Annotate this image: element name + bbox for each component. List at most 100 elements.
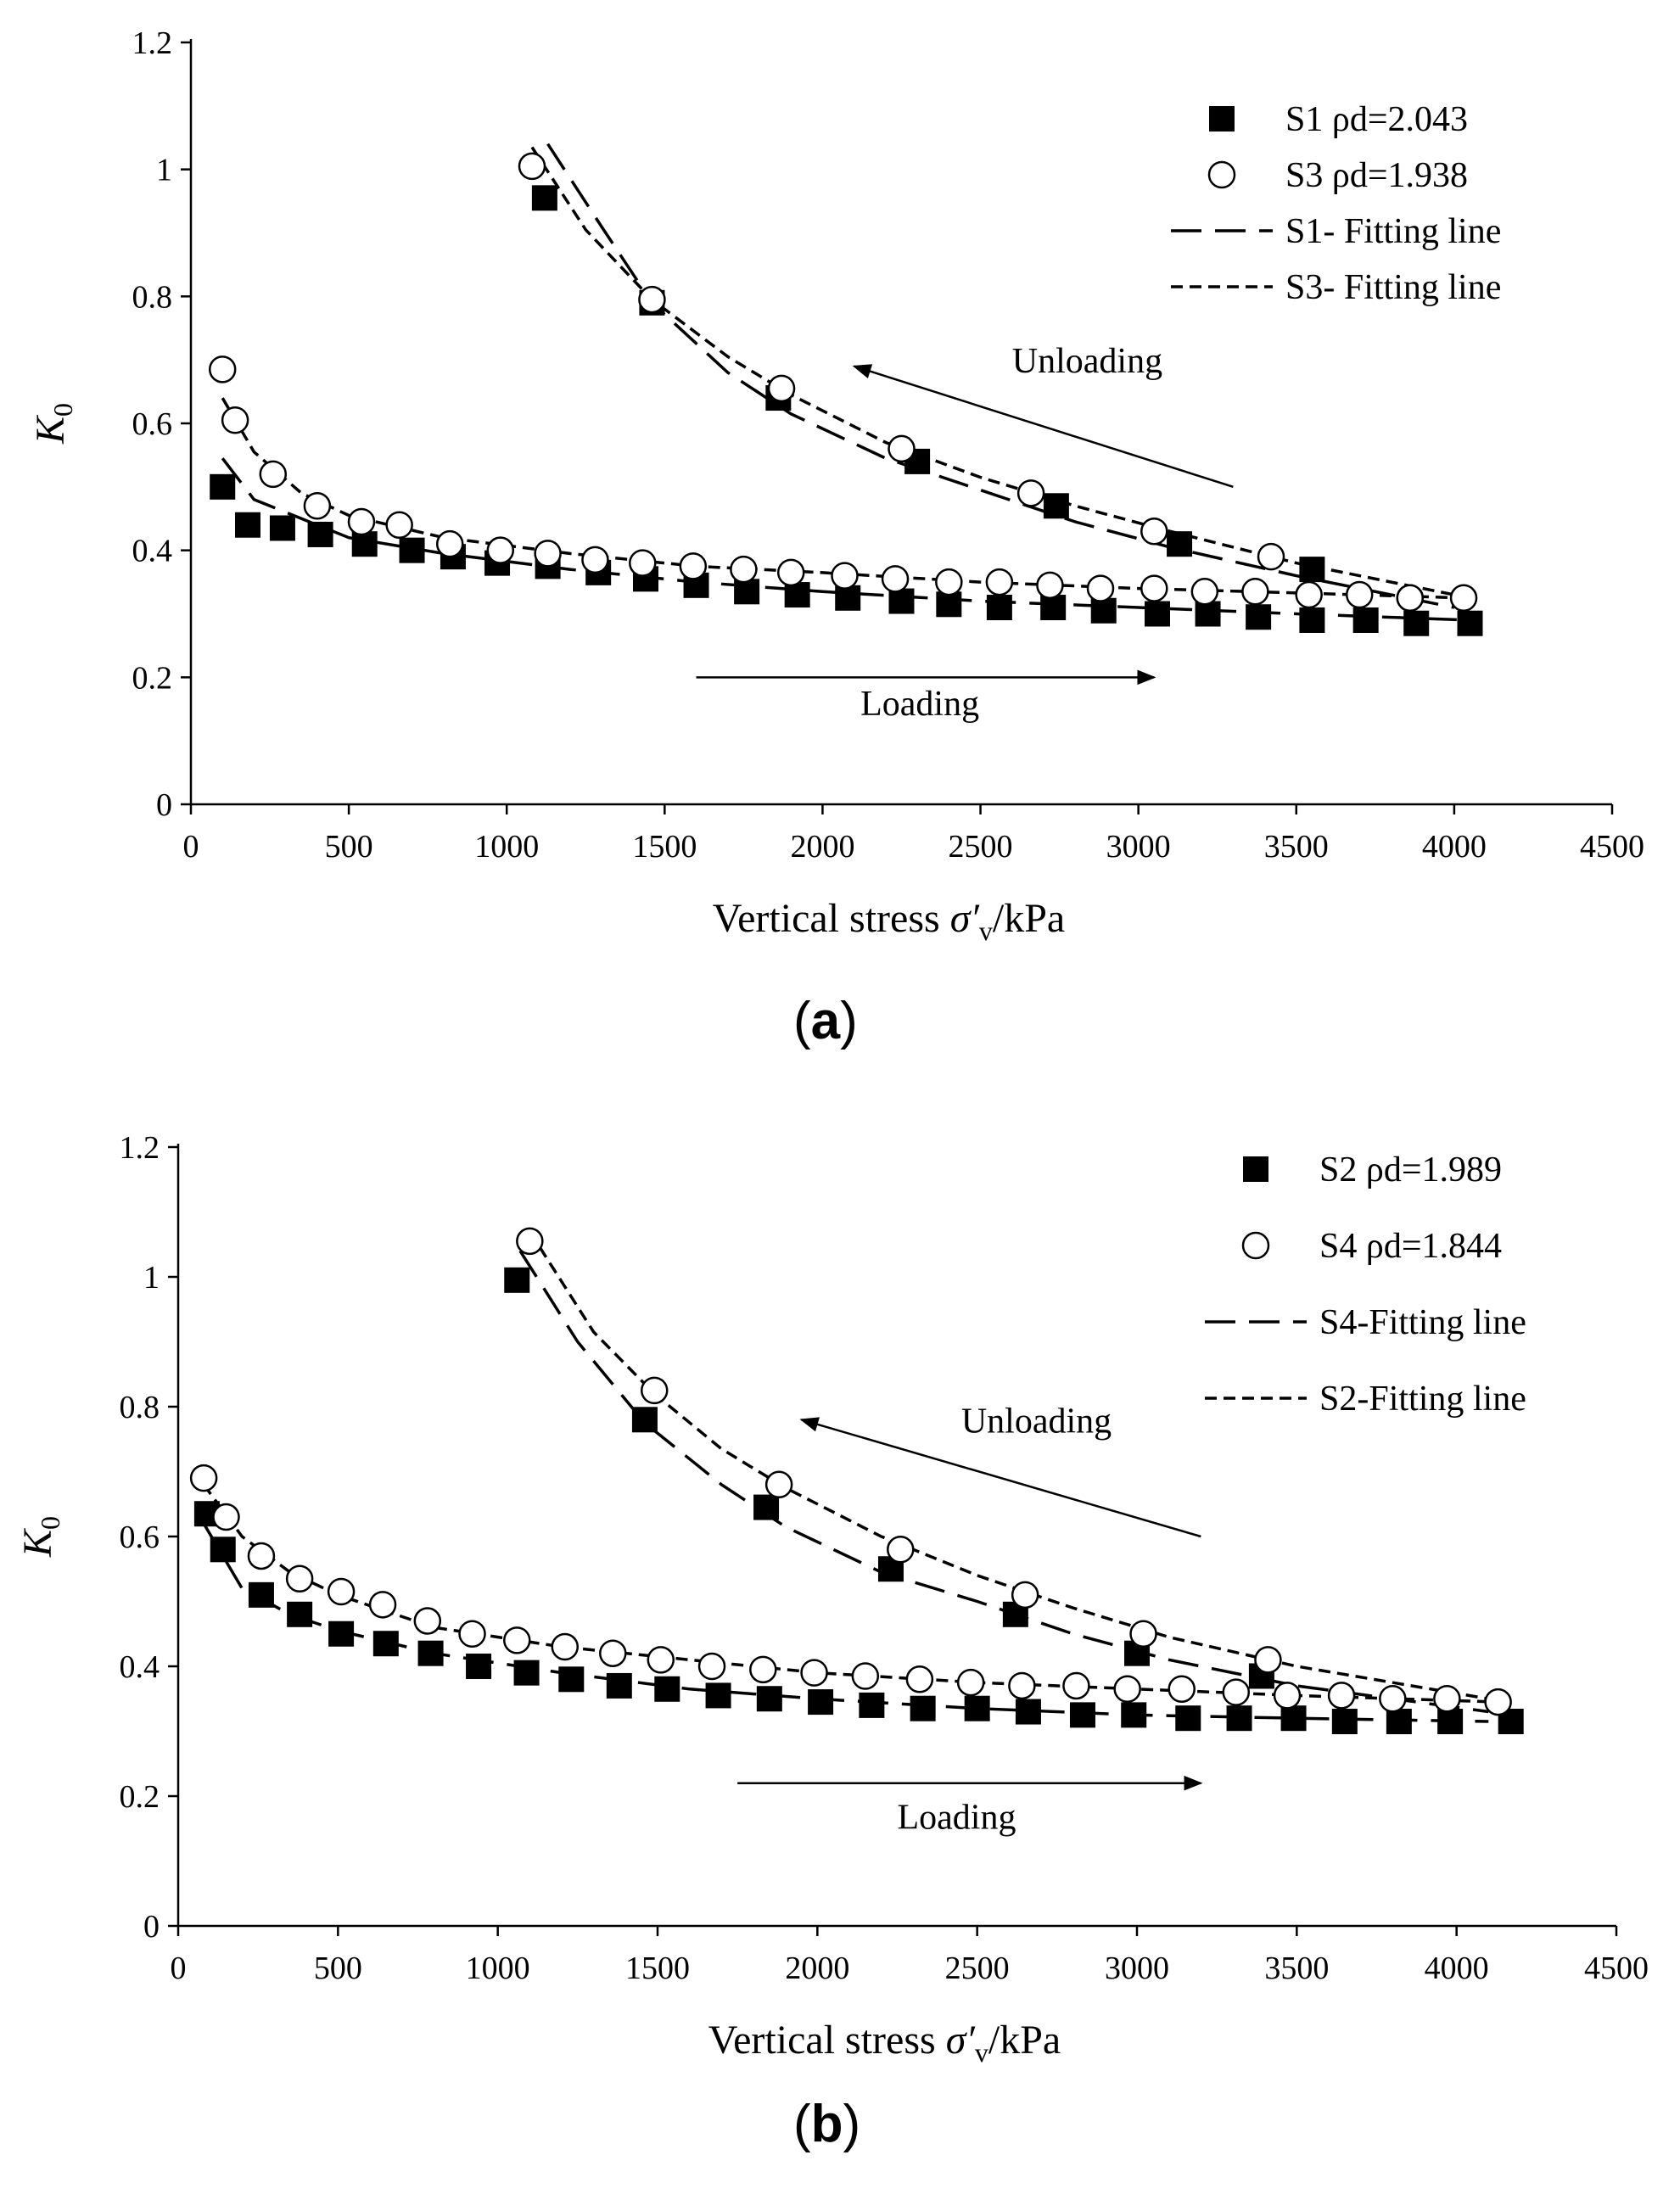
circle-marker (1036, 571, 1064, 600)
x-tick-label: 1500 (632, 829, 697, 865)
circle-marker (1241, 578, 1269, 606)
circle-marker (888, 434, 916, 463)
square-marker (1226, 1705, 1252, 1732)
circle-marker (1254, 1646, 1282, 1674)
square-marker (1280, 1705, 1307, 1732)
legend-square-marker (1243, 1156, 1268, 1182)
square-marker (513, 1660, 540, 1686)
circle-marker (1011, 1581, 1039, 1609)
circle-marker (486, 536, 515, 564)
x-tick-label: 4500 (1584, 1951, 1649, 1986)
x-axis-label-sub: v (975, 2037, 988, 2068)
circle-marker (221, 406, 249, 434)
y-axis-label-sub: 0 (35, 1516, 65, 1530)
y-axis-label: K0 (15, 1516, 65, 1558)
legend-label: S1 ρd=2.043 (1285, 100, 1468, 139)
square-marker (531, 185, 557, 211)
circle-marker (413, 1607, 442, 1635)
x-axis-label-unit: /kPa (993, 896, 1065, 941)
circle-marker (629, 549, 657, 577)
legend-label: S1- Fitting line (1285, 212, 1501, 251)
square-marker (1015, 1699, 1041, 1725)
square-marker (753, 1494, 780, 1520)
circle-marker (1113, 1675, 1141, 1704)
circle-marker (385, 511, 413, 539)
y-tick-label: 0.4 (132, 534, 173, 569)
square-marker (1195, 601, 1221, 627)
circle-marker (458, 1620, 486, 1648)
x-tick-label: 4500 (1580, 829, 1644, 865)
square-marker (859, 1692, 885, 1718)
square-marker (631, 1407, 658, 1433)
circle-marker (851, 1662, 880, 1690)
square-marker (1299, 607, 1325, 633)
y-axis-label-sub: 0 (48, 403, 78, 417)
circle-marker (503, 1626, 531, 1654)
circle-marker (259, 460, 288, 489)
square-marker (1246, 604, 1272, 630)
circle-marker (1449, 584, 1478, 613)
x-tick-label: 2500 (949, 829, 1013, 865)
circle-marker (1396, 584, 1425, 613)
circle-marker (1273, 1682, 1302, 1710)
circle-marker (1168, 1675, 1196, 1704)
square-marker (1386, 1709, 1412, 1735)
square-marker (307, 521, 333, 547)
circle-marker (1140, 517, 1168, 546)
y-tick-label: 0.8 (120, 1390, 160, 1425)
circle-marker (247, 1542, 276, 1570)
circle-marker (749, 1655, 777, 1684)
square-marker (1352, 607, 1379, 633)
square-marker (248, 1581, 274, 1608)
square-marker (287, 1601, 313, 1627)
square-marker (835, 585, 861, 611)
x-tick-label: 1500 (625, 1951, 690, 1986)
legend-label: S4 ρd=1.844 (1319, 1227, 1502, 1266)
square-marker (1167, 531, 1193, 557)
y-tick-label: 0.6 (132, 406, 173, 442)
circle-marker (285, 1564, 314, 1592)
circle-marker (697, 1652, 726, 1681)
y-tick-label: 1.2 (132, 25, 173, 61)
x-axis-label: Vertical stress σ′v/kPa (713, 896, 1065, 946)
x-axis-label-text: Vertical stress (708, 2018, 946, 2063)
square-marker (1145, 601, 1170, 627)
y-axis-label-text: K (28, 414, 73, 445)
x-tick-label: 500 (314, 1951, 362, 1986)
circle-marker (1379, 1685, 1407, 1713)
x-tick-label: 3500 (1264, 1951, 1329, 1986)
circle-marker (640, 1376, 669, 1405)
circle-marker (1433, 1685, 1461, 1713)
legend-label: S3 ρd=1.938 (1285, 156, 1468, 195)
fitting-line-shortdash (528, 1230, 1489, 1701)
circle-marker (1016, 479, 1045, 507)
legend-label: S4-Fitting line (1319, 1303, 1526, 1342)
fitting-line-shortdash (202, 1483, 1498, 1704)
square-marker (1090, 597, 1117, 624)
y-tick-label: 0.8 (132, 279, 173, 315)
circle-marker (776, 558, 805, 587)
circle-marker (1222, 1678, 1251, 1706)
x-tick-label: 3000 (1105, 1951, 1169, 1986)
x-axis-label-sub: v (979, 915, 993, 946)
x-tick-label: 4000 (1425, 1951, 1489, 1986)
y-tick-label: 0.2 (120, 1779, 160, 1815)
x-tick-label: 3500 (1264, 829, 1329, 865)
square-marker (558, 1666, 585, 1693)
square-marker (1121, 1702, 1147, 1728)
circle-marker (303, 492, 332, 520)
circle-marker (1257, 542, 1285, 571)
x-tick-label: 500 (325, 829, 373, 865)
x-tick-label: 1000 (474, 829, 539, 865)
legend-square-marker (1209, 106, 1235, 132)
x-axis-label-symbol: σ′ (946, 2018, 977, 2063)
square-marker (1043, 493, 1069, 519)
circle-marker (599, 1639, 627, 1667)
fitting-line-shortdash (530, 146, 1455, 596)
legend-circle-marker (1241, 1231, 1270, 1260)
y-axis-label: K0 (28, 403, 78, 445)
legend-label: S2-Fitting line (1319, 1380, 1526, 1419)
circle-marker (1327, 1682, 1356, 1710)
square-marker (504, 1267, 530, 1293)
square-marker (705, 1682, 731, 1709)
